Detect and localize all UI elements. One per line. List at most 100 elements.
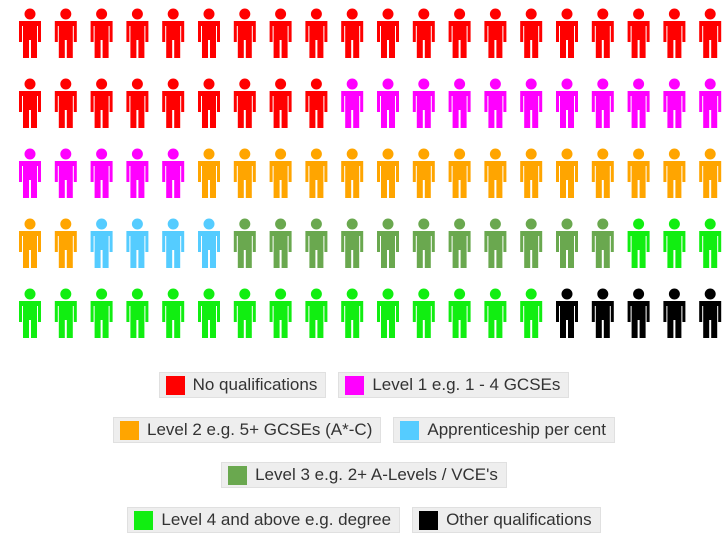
person-icon — [412, 288, 435, 338]
person-icon — [377, 8, 399, 58]
legend: No qualifications Level 1 e.g. 1 - 4 GCSE… — [0, 372, 728, 552]
legend-label: Level 4 and above e.g. degree — [161, 510, 392, 529]
legend-row: Level 3 e.g. 2+ A-Levels / VCE's — [0, 462, 728, 507]
person-icon — [90, 218, 113, 268]
person-icon — [627, 8, 650, 58]
legend-label: Apprenticeship per cent — [427, 420, 606, 439]
person-icon — [126, 288, 149, 338]
person-icon — [54, 148, 77, 198]
person-icon — [54, 218, 77, 268]
person-icon — [198, 78, 220, 128]
legend-row: Level 2 e.g. 5+ GCSEs (A*-C) Apprenticesh… — [0, 417, 728, 462]
person-icon — [448, 288, 471, 338]
person-icon — [19, 148, 41, 198]
person-icon — [269, 218, 292, 268]
legend-item: Level 3 e.g. 2+ A-Levels / VCE's — [221, 462, 507, 488]
person-icon — [699, 78, 722, 128]
person-icon — [162, 8, 185, 58]
person-icon — [233, 148, 256, 198]
person-icon — [90, 78, 113, 128]
legend-swatch — [400, 420, 420, 440]
person-icon — [484, 148, 507, 198]
person-icon — [591, 218, 614, 268]
person-icon — [591, 8, 614, 58]
person-icon — [520, 148, 543, 198]
person-icon — [126, 8, 149, 58]
person-icon — [305, 218, 328, 268]
person-icon — [198, 288, 220, 338]
person-icon — [627, 218, 650, 268]
person-icon — [269, 148, 292, 198]
legend-row: No qualifications Level 1 e.g. 1 - 4 GCSE… — [0, 372, 728, 417]
person-icon — [699, 218, 722, 268]
legend-item: Level 4 and above e.g. degree — [127, 507, 401, 533]
person-icon — [377, 218, 399, 268]
pictogram — [19, 8, 722, 338]
person-icon — [699, 8, 722, 58]
person-icon — [699, 288, 722, 338]
person-icon — [484, 78, 507, 128]
person-icon — [448, 78, 471, 128]
person-icon — [162, 218, 185, 268]
person-icon — [484, 288, 507, 338]
person-icon — [556, 148, 578, 198]
legend-swatch — [228, 465, 248, 485]
person-icon — [663, 148, 686, 198]
person-icon — [556, 218, 578, 268]
legend-label: Level 3 e.g. 2+ A-Levels / VCE's — [255, 465, 498, 484]
person-icon — [198, 8, 220, 58]
legend-item: Level 2 e.g. 5+ GCSEs (A*-C) — [113, 417, 382, 443]
person-icon — [162, 148, 185, 198]
person-icon — [556, 288, 578, 338]
person-icon — [19, 78, 41, 128]
person-icon — [520, 8, 543, 58]
person-icon — [233, 8, 256, 58]
person-icon — [198, 218, 220, 268]
person-icon — [305, 78, 328, 128]
person-icon — [591, 288, 614, 338]
legend-swatch — [345, 375, 365, 395]
person-icon — [162, 78, 185, 128]
person-icon — [90, 8, 113, 58]
legend-swatch — [419, 510, 439, 530]
legend-item: Level 1 e.g. 1 - 4 GCSEs — [338, 372, 570, 398]
person-icon — [520, 218, 543, 268]
legend-item: Apprenticeship per cent — [393, 417, 615, 443]
person-icon — [233, 78, 256, 128]
person-icon — [377, 288, 399, 338]
person-icon — [591, 148, 614, 198]
legend-label: Level 1 e.g. 1 - 4 GCSEs — [372, 375, 561, 394]
legend-label: No qualifications — [192, 375, 318, 394]
person-icon — [556, 8, 578, 58]
person-icon — [663, 218, 686, 268]
person-icon — [269, 288, 292, 338]
person-icon — [233, 218, 256, 268]
person-icon — [305, 288, 328, 338]
legend-swatch — [120, 420, 140, 440]
person-icon — [54, 78, 77, 128]
legend-swatch — [134, 510, 154, 530]
person-icon — [19, 218, 41, 268]
person-icon — [377, 148, 399, 198]
person-icon — [54, 288, 77, 338]
person-icon — [126, 148, 149, 198]
person-icon — [341, 148, 364, 198]
person-icon — [448, 148, 471, 198]
person-icon — [90, 288, 113, 338]
person-icon — [412, 148, 435, 198]
person-icon — [699, 148, 722, 198]
person-icon — [305, 148, 328, 198]
person-icon — [90, 148, 113, 198]
person-icon — [663, 78, 686, 128]
person-icon — [341, 78, 364, 128]
person-icon — [663, 288, 686, 338]
person-icon — [627, 288, 650, 338]
person-icon — [412, 8, 435, 58]
legend-label: Other qualifications — [446, 510, 592, 529]
person-icon — [198, 148, 220, 198]
legend-label: Level 2 e.g. 5+ GCSEs (A*-C) — [147, 420, 373, 439]
person-icon — [412, 78, 435, 128]
legend-item: No qualifications — [158, 372, 327, 398]
person-icon — [520, 78, 543, 128]
person-icon — [305, 8, 328, 58]
